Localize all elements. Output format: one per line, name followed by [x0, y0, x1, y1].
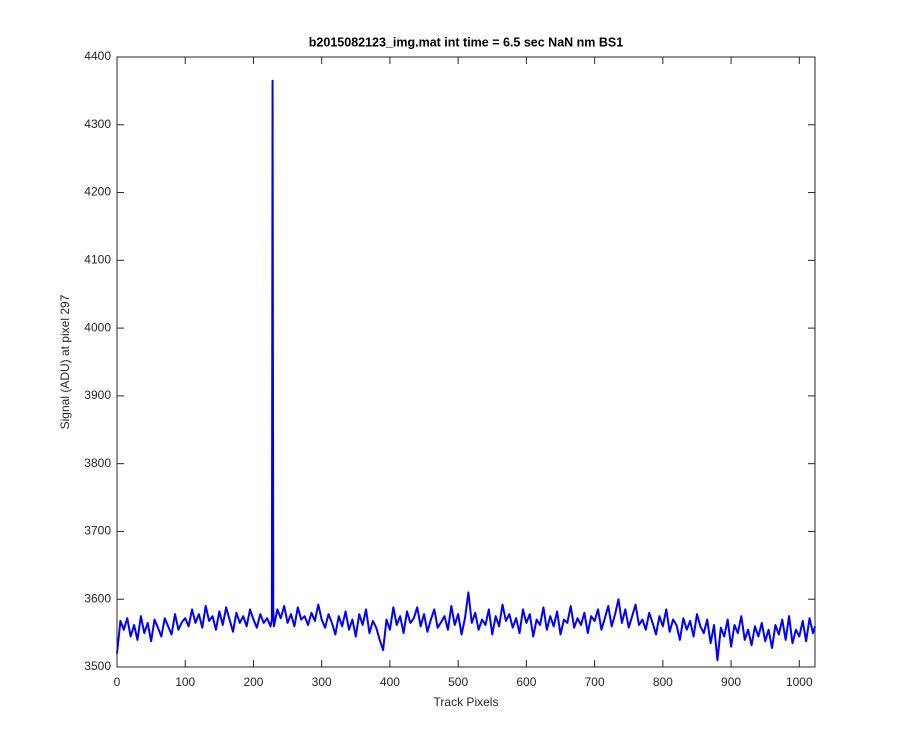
x-tick-label: 1000 — [786, 675, 813, 689]
x-tick-label: 500 — [448, 675, 468, 689]
x-tick-label: 700 — [585, 675, 605, 689]
x-tick-label: 200 — [243, 675, 263, 689]
y-tick-label: 3500 — [84, 659, 111, 673]
x-tick-label: 300 — [312, 675, 332, 689]
axes-box — [116, 56, 816, 668]
y-tick-label: 3900 — [84, 388, 111, 402]
x-tick-label: 800 — [653, 675, 673, 689]
y-tick-label: 4300 — [84, 117, 111, 131]
x-tick-label: 600 — [516, 675, 536, 689]
y-tick-label: 3600 — [84, 591, 111, 605]
chart-title: b2015082123_img.mat int time = 6.5 sec N… — [309, 35, 623, 49]
y-tick-label: 4200 — [84, 185, 111, 199]
x-tick-label: 400 — [380, 675, 400, 689]
y-tick-label: 3700 — [84, 524, 111, 538]
x-axis-label: Track Pixels — [434, 695, 499, 709]
y-tick-label: 3800 — [84, 456, 111, 470]
y-tick-label: 4400 — [84, 49, 111, 63]
x-tick-label: 900 — [721, 675, 741, 689]
y-tick-label: 4100 — [84, 253, 111, 267]
y-axis-label: Signal (ADU) at pixel 297 — [58, 294, 72, 429]
data-line — [116, 79, 816, 662]
x-tick-label: 100 — [175, 675, 195, 689]
x-tick-label: 0 — [114, 675, 121, 689]
y-tick-label: 4000 — [84, 320, 111, 334]
